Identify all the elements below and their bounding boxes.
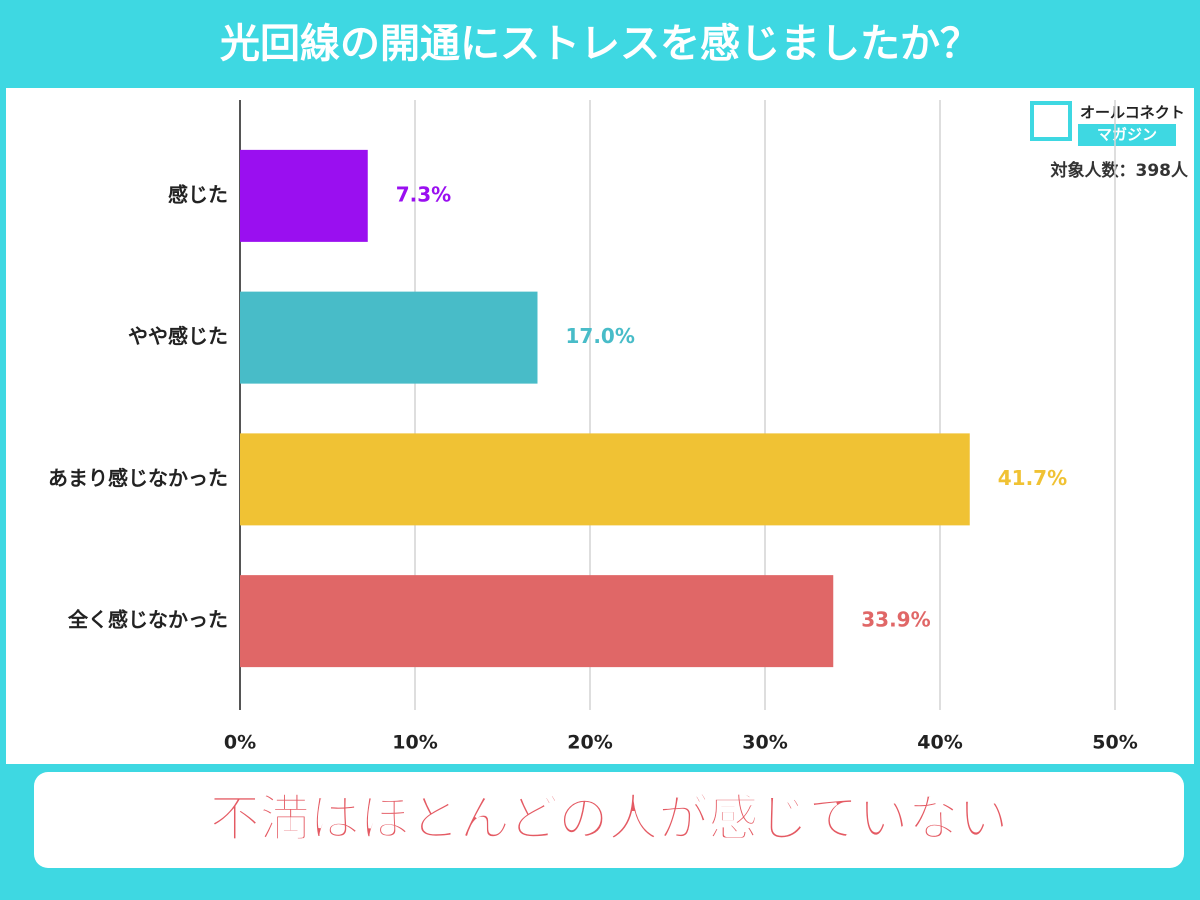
- sample-size: 対象人数：398人: [1050, 160, 1189, 181]
- brand-sub: マガジン: [1097, 126, 1157, 144]
- x-tick-label: 0%: [224, 732, 256, 754]
- chart-title: 光回線の開通にストレスを感じましたか？: [220, 21, 980, 67]
- y-tick-label: あまり感じなかった: [48, 466, 228, 490]
- brand-tag: [1078, 124, 1176, 146]
- y-tick-label: 感じた: [168, 182, 228, 206]
- x-tick-label: 20%: [567, 732, 612, 754]
- conclusion-box: [34, 772, 1184, 868]
- logo-icon: [1030, 101, 1072, 141]
- bar: [240, 291, 538, 384]
- x-tick-label: 10%: [392, 732, 437, 754]
- value-label: 7.3%: [396, 182, 451, 206]
- value-label: 17.0%: [566, 324, 635, 348]
- value-label: 33.9%: [861, 608, 930, 632]
- bar: [240, 149, 368, 242]
- x-tick-label: 40%: [917, 732, 962, 754]
- bar: [240, 433, 970, 526]
- bar: [240, 575, 834, 668]
- x-tick-label: 50%: [1092, 732, 1137, 754]
- y-tick-label: 全く感じなかった: [67, 608, 228, 632]
- value-label: 41.7%: [998, 466, 1067, 490]
- y-tick-label: やや感じた: [128, 324, 228, 348]
- conclusion: 不満はほとんどの人が感じていない: [210, 790, 1009, 848]
- brand-name: オールコネクト: [1080, 104, 1185, 122]
- x-tick-label: 30%: [742, 732, 787, 754]
